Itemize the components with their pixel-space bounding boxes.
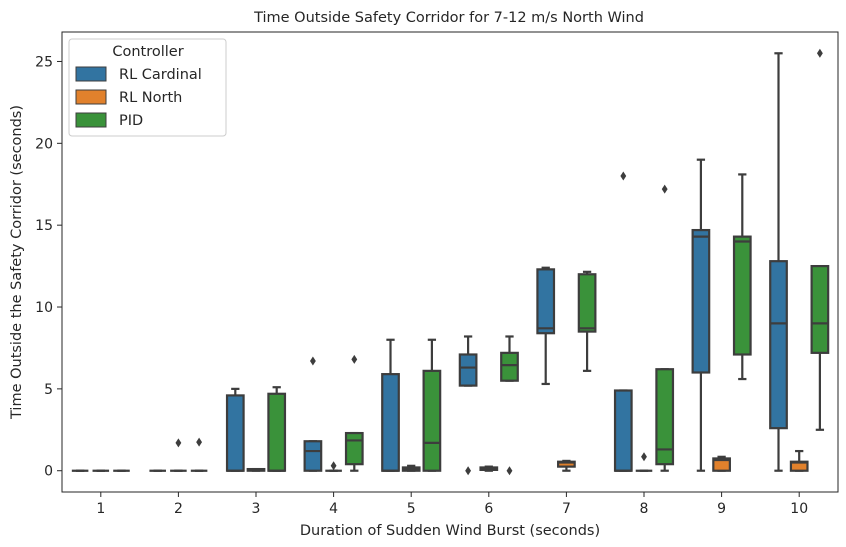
box-body [458, 353, 478, 387]
box-rl-north-10 [789, 449, 809, 472]
legend-swatch [75, 66, 107, 82]
y-axis-label: Time Outside the Safety Corridor (second… [9, 105, 25, 420]
box-body [613, 389, 633, 472]
legend-swatch [75, 112, 107, 128]
box-body [500, 351, 519, 382]
box-body [267, 392, 287, 472]
box-rl-cardinal-9 [691, 158, 711, 472]
outlier-point [330, 461, 337, 471]
y-tick-label: 0 [44, 464, 53, 480]
x-tick-label: 3 [252, 501, 261, 517]
box-body [577, 273, 597, 333]
box-rl-cardinal-3 [225, 387, 245, 472]
box-body [422, 369, 442, 472]
y-tick-label: 25 [35, 54, 53, 70]
box-body [732, 235, 752, 356]
x-tick-label: 9 [717, 501, 726, 517]
box-body [344, 431, 364, 466]
legend: Controller RL Cardinal RL North PID [68, 38, 227, 137]
outlier-point [309, 356, 316, 366]
box-body [381, 373, 400, 472]
box-pid-3 [267, 386, 287, 472]
box-rl-cardinal-4 [303, 356, 323, 472]
box-rl-north-9 [712, 455, 731, 472]
box-body [712, 457, 731, 472]
x-tick-label: 7 [562, 501, 571, 517]
x-axis-label: Duration of Sudden Wind Burst (seconds) [300, 523, 600, 539]
box-body [536, 268, 556, 335]
outlier-point [641, 452, 647, 462]
outlier-point [620, 171, 627, 181]
x-tick-label: 1 [96, 501, 105, 517]
box-rl-cardinal-6 [458, 335, 478, 476]
box-rl-north-6 [479, 465, 499, 472]
legend-label: PID [119, 113, 143, 129]
legend-items: RL Cardinal RL North PID [75, 66, 202, 129]
y-tick-label: 5 [44, 382, 53, 398]
box-pid-9 [732, 173, 752, 381]
box-body [691, 228, 711, 374]
legend-label: RL North [119, 90, 182, 106]
box-rl-cardinal-10 [769, 52, 788, 472]
outlier-point [465, 466, 472, 476]
box-pid-7 [577, 270, 597, 372]
legend-swatch [75, 89, 107, 105]
x-tick-label: 5 [407, 501, 416, 517]
box-body [225, 394, 245, 472]
legend-frame [68, 38, 227, 137]
box-body [769, 260, 788, 430]
x-tick-label: 2 [174, 501, 183, 517]
outlier-point [196, 437, 203, 447]
x-tick-label: 6 [484, 501, 493, 517]
outlier-point [175, 438, 182, 448]
outlier-point [816, 48, 823, 58]
box-rl-north-8 [635, 452, 653, 472]
legend-title: Controller [112, 44, 183, 60]
x-tick-label: 4 [329, 501, 338, 517]
box-pid-4 [344, 354, 364, 472]
outlier-point [351, 354, 358, 364]
box-pid-8 [655, 184, 675, 472]
y-tick-label: 15 [35, 218, 53, 234]
outlier-point [661, 184, 668, 194]
box-rl-north-7 [557, 459, 576, 472]
outlier-point [506, 466, 513, 476]
box-pid-6 [500, 335, 519, 476]
box-body [810, 264, 830, 354]
box-rl-north-5 [401, 464, 421, 472]
y-axis: 0 5 10 15 20 25 [35, 54, 62, 480]
box-rl-cardinal-5 [381, 338, 400, 472]
plot-area [71, 48, 830, 476]
box-rl-north-4 [325, 461, 342, 472]
box-pid-2 [190, 437, 208, 472]
box-pid-10 [810, 48, 830, 431]
y-tick-label: 10 [35, 300, 53, 316]
box-body [655, 368, 675, 466]
chart-title: Time Outside Safety Corridor for 7-12 m/… [253, 10, 644, 26]
box-body [303, 440, 323, 472]
x-axis: 1 2 3 4 5 6 7 8 9 10 [96, 492, 808, 517]
box-pid-5 [422, 338, 442, 472]
plot-frame [61, 31, 839, 493]
x-tick-label: 10 [790, 501, 808, 517]
box-rl-north-3 [246, 467, 266, 472]
y-tick-label: 20 [35, 136, 53, 152]
x-tick-label: 8 [640, 501, 649, 517]
box-rl-cardinal-8 [613, 171, 633, 472]
box-rl-north-2 [170, 438, 187, 472]
legend-label: RL Cardinal [119, 67, 202, 83]
box-rl-cardinal-7 [536, 266, 556, 386]
